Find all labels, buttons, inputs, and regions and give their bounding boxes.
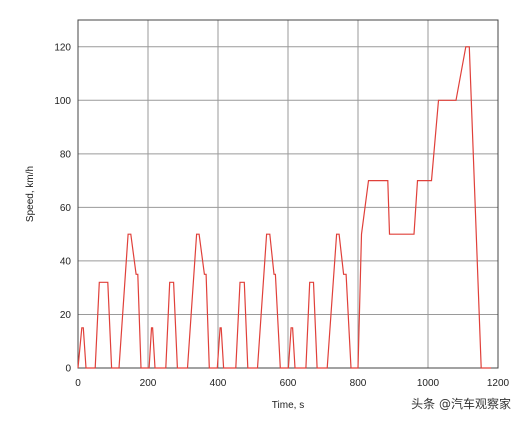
x-tick-label-2: 400 — [210, 378, 227, 389]
x-tick-label-0: 0 — [75, 378, 81, 389]
y-tick-label-5: 100 — [54, 96, 71, 107]
series-line — [77, 46, 491, 369]
y-tick-label-1: 20 — [60, 310, 72, 321]
x-tick-label-4: 800 — [350, 378, 367, 389]
x-tick-label-6: 1200 — [487, 378, 510, 389]
y-tick-label-2: 40 — [60, 256, 72, 267]
x-axis-label: Time, s — [272, 400, 304, 411]
x-tick-label-1: 200 — [140, 378, 157, 389]
watermark: 头条 @汽车观察家 — [411, 397, 511, 411]
grid — [77, 20, 499, 369]
x-tick-label-5: 1000 — [417, 378, 440, 389]
y-tick-label-4: 80 — [60, 149, 72, 160]
x-ticks: 0 200 400 600 800 1000 1200 — [75, 378, 509, 389]
y-tick-label-6: 120 — [54, 42, 71, 53]
y-tick-label-3: 60 — [60, 203, 72, 214]
x-tick-label-3: 600 — [280, 378, 297, 389]
y-axis-label: Speed, km/h — [25, 166, 36, 222]
y-ticks: 0 20 40 60 80 100 120 — [54, 42, 71, 374]
y-tick-label-0: 0 — [65, 364, 71, 375]
